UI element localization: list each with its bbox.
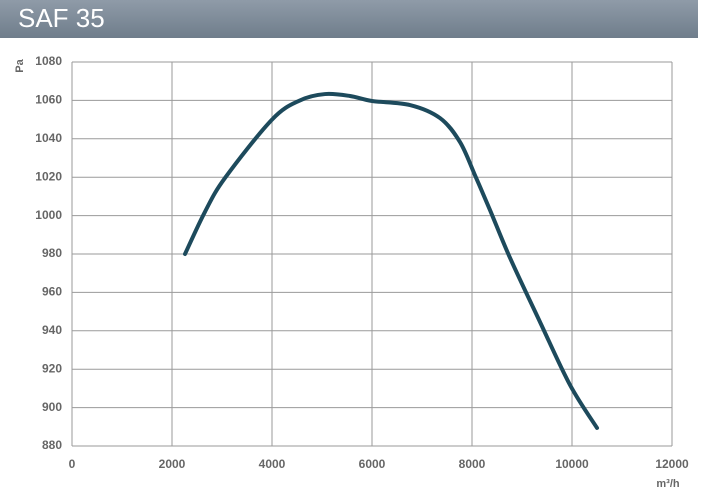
- y-tick-label: 1000: [35, 208, 62, 222]
- y-tick-label: 1080: [35, 54, 62, 68]
- y-axis-label: Pa: [14, 58, 26, 72]
- y-tick-label: 1060: [35, 93, 62, 107]
- y-tick-label: 980: [42, 246, 62, 260]
- chart-title: SAF 35: [18, 3, 105, 33]
- y-tick-label: 940: [42, 323, 62, 337]
- x-axis-label: m³/h: [656, 478, 680, 490]
- y-tick-label: 880: [42, 438, 62, 452]
- x-tick-label: 0: [69, 457, 76, 471]
- x-tick-label: 6000: [359, 457, 386, 471]
- y-tick-label: 900: [42, 400, 62, 414]
- x-tick-label: 2000: [159, 457, 186, 471]
- x-tick-label: 4000: [259, 457, 286, 471]
- y-tick-label: 920: [42, 361, 62, 375]
- fan-curve: [183, 91, 599, 430]
- y-tick-label: 1020: [35, 169, 62, 183]
- header-bar: [0, 0, 698, 38]
- y-tick-label: 960: [42, 285, 62, 299]
- x-tick-label: 8000: [459, 457, 486, 471]
- y-tick-label: 1040: [35, 131, 62, 145]
- x-tick-label: 12000: [655, 457, 689, 471]
- x-tick-label: 10000: [555, 457, 589, 471]
